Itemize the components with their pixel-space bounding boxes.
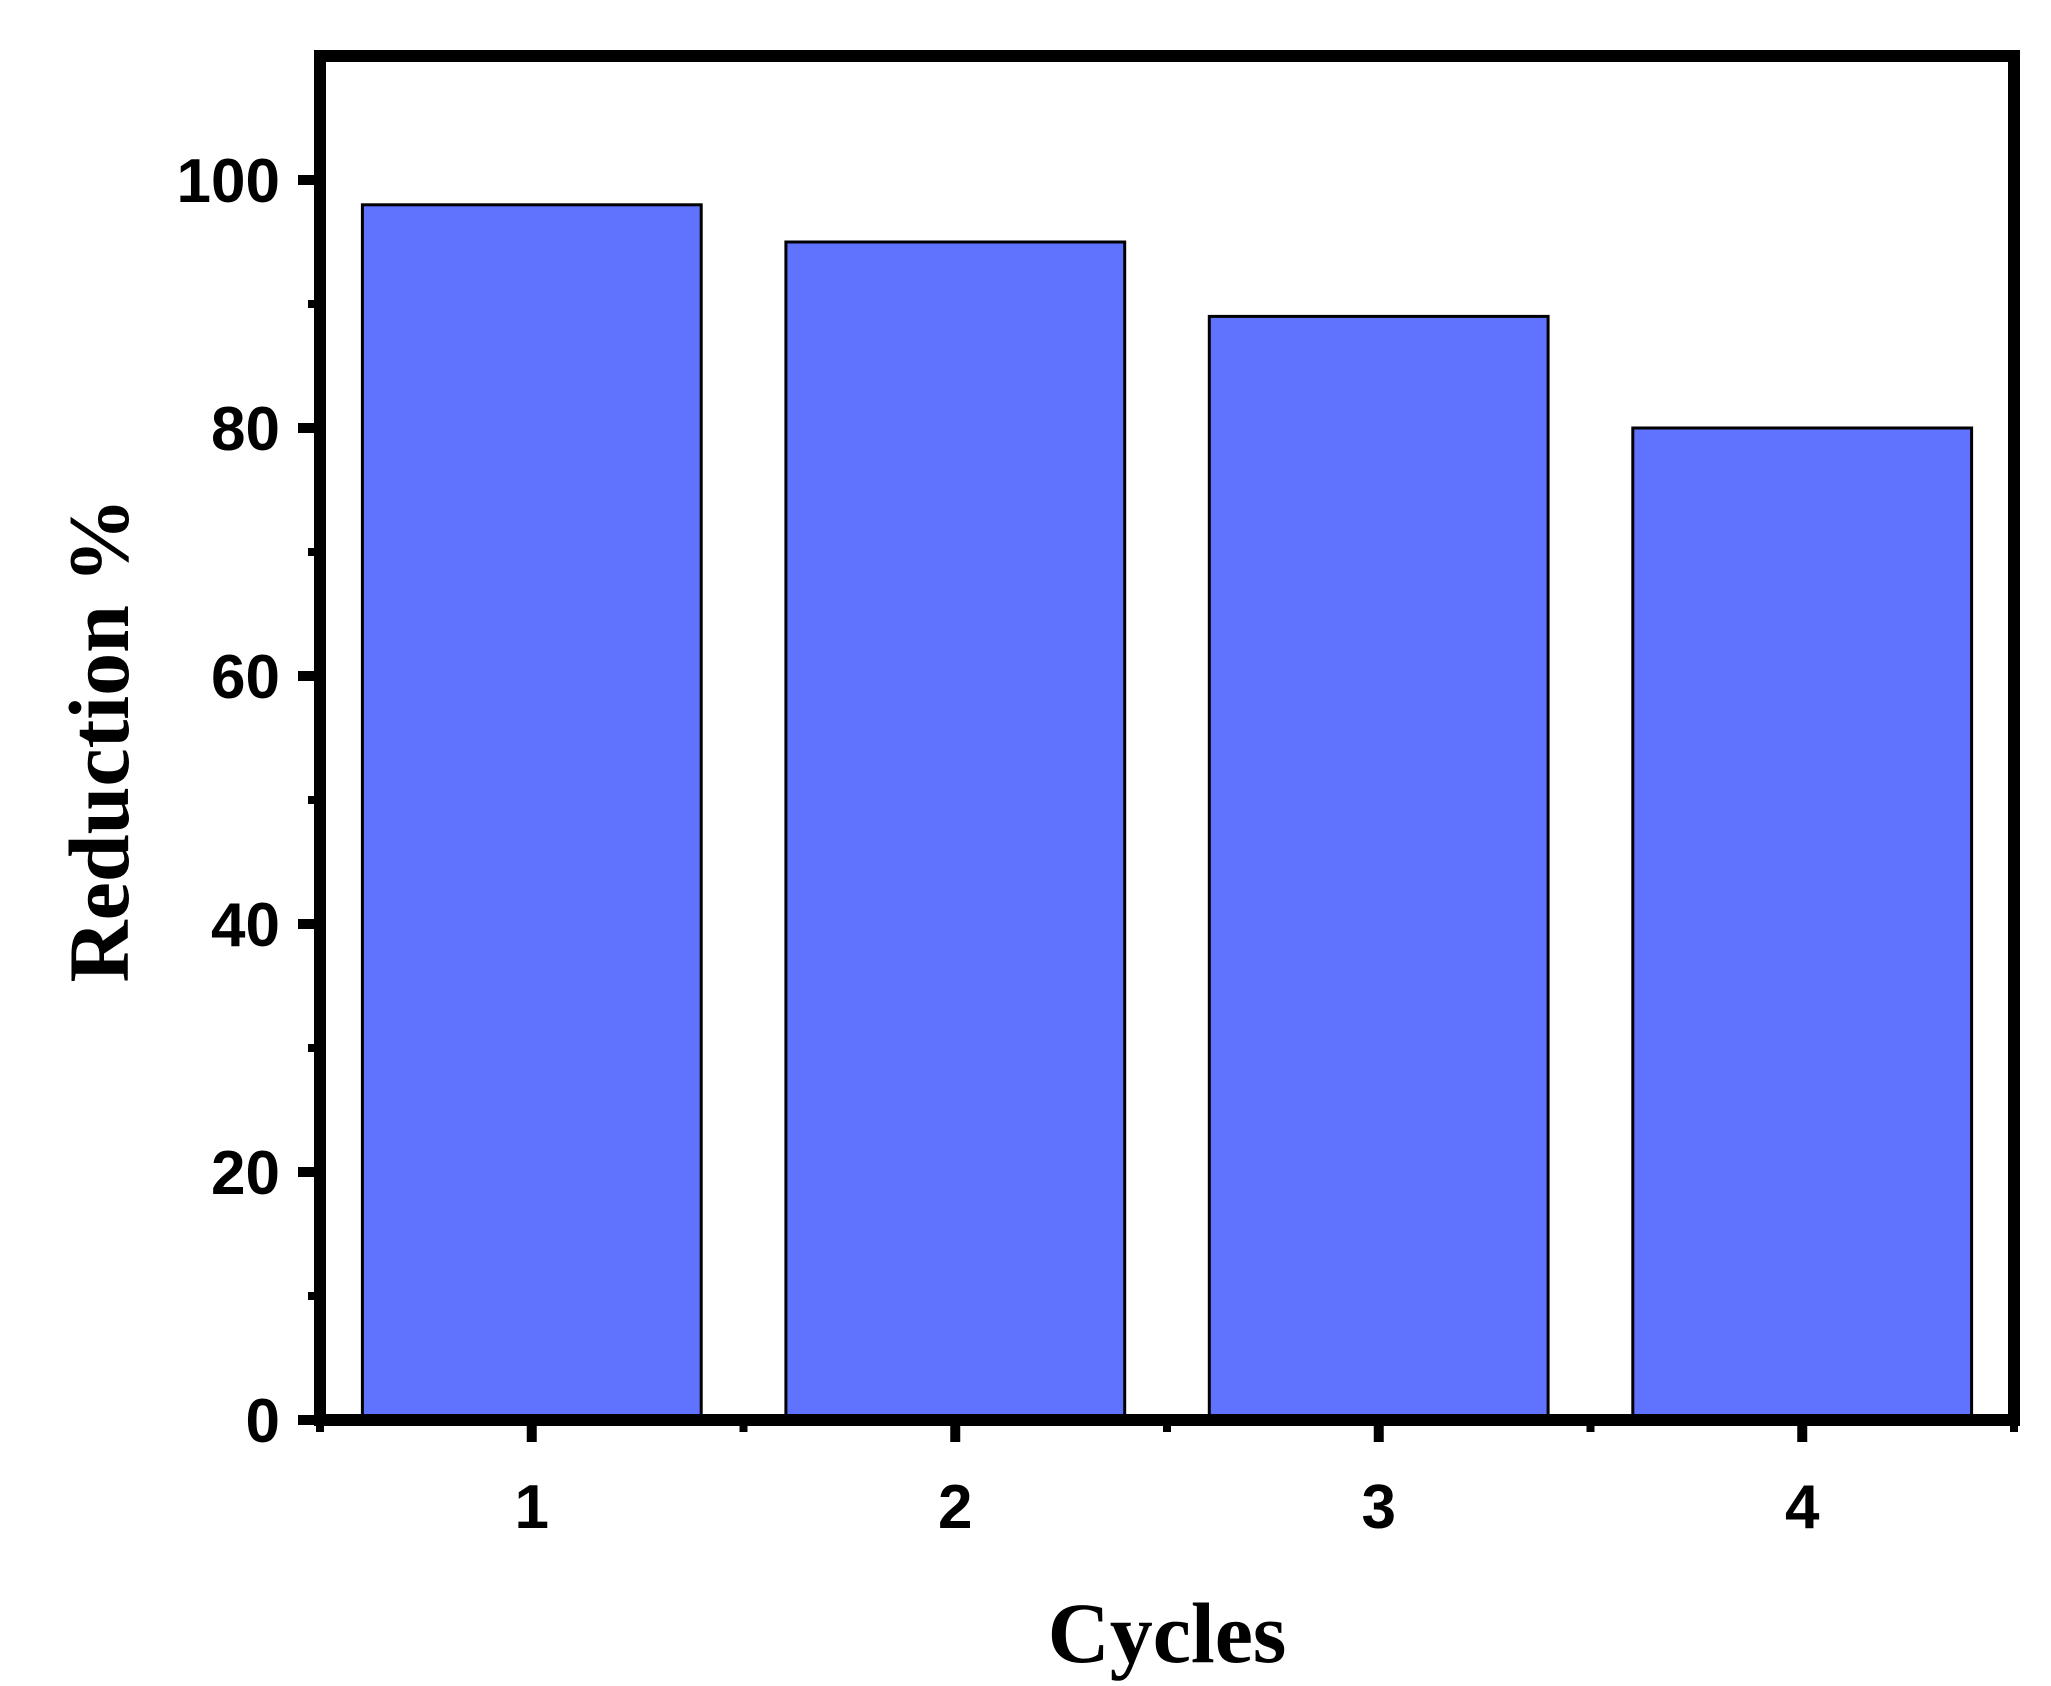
bars	[360, 203, 1974, 1422]
y-tick-label: 80	[211, 395, 280, 464]
bar-cycle-4	[1631, 426, 1974, 1422]
x-tick-label: 4	[1785, 1473, 1820, 1542]
y-axis-title: Reduction %	[51, 498, 147, 983]
bar-cycle-2	[784, 240, 1127, 1422]
y-tick-label: 0	[246, 1387, 280, 1456]
bar-cycle-1	[360, 203, 703, 1422]
x-tick-label: 2	[938, 1473, 972, 1542]
y-tick-label: 60	[211, 643, 280, 712]
y-tick-label: 100	[177, 147, 280, 216]
axis-ticks	[298, 175, 2018, 1442]
y-tick-label: 40	[211, 891, 280, 960]
y-tick-labels: 0 20 40 60 80 100	[177, 147, 280, 1456]
x-tick-label: 3	[1362, 1473, 1396, 1542]
bar-cycle-3	[1207, 314, 1550, 1422]
x-tick-label: 1	[515, 1473, 549, 1542]
x-tick-labels: 1 2 3 4	[515, 1473, 1821, 1542]
y-tick-label: 20	[211, 1139, 280, 1208]
x-axis-title: Cycles	[1048, 1585, 1287, 1681]
